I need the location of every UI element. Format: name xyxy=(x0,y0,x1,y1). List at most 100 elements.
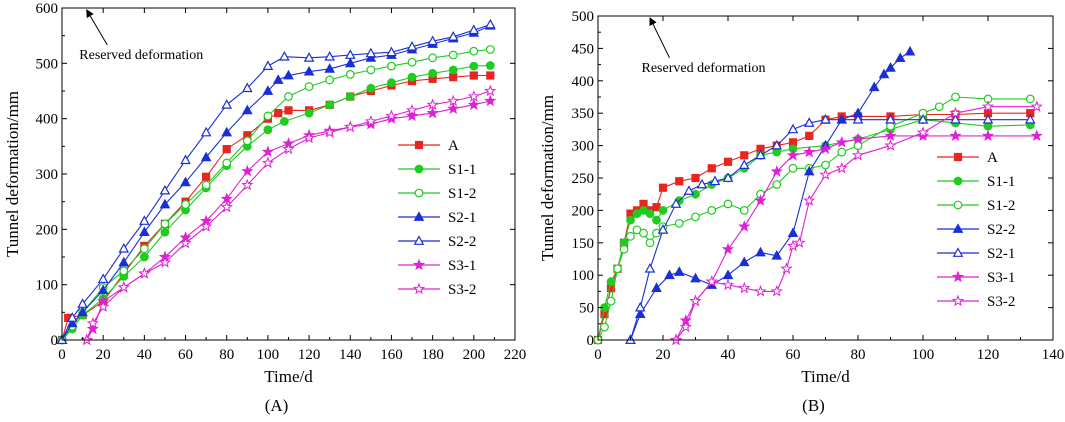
data-point xyxy=(689,294,702,307)
data-point xyxy=(949,106,962,119)
data-point xyxy=(626,215,635,225)
data-point xyxy=(242,104,253,115)
y-tick-label: 400 xyxy=(36,112,59,128)
data-point xyxy=(894,52,906,63)
legend: A S1-1 S1-2 S2-2 S2-1 S3-1 S3-2 xyxy=(937,150,1015,310)
data-point xyxy=(803,117,815,127)
data-point xyxy=(740,151,749,160)
x-tick-label: 0 xyxy=(594,347,602,363)
data-point xyxy=(324,63,335,73)
series-s2-2 xyxy=(625,45,916,344)
data-point xyxy=(180,154,191,165)
data-point xyxy=(160,219,170,229)
data-point xyxy=(200,126,212,137)
data-point xyxy=(283,69,294,80)
data-point xyxy=(673,266,685,276)
data-point xyxy=(600,322,609,332)
legend-label: S3-2 xyxy=(987,294,1015,310)
legend-marker xyxy=(412,258,426,271)
series-line xyxy=(675,135,1037,341)
data-point xyxy=(484,18,496,29)
data-point xyxy=(468,24,480,35)
data-point xyxy=(755,246,766,257)
data-point xyxy=(626,231,635,241)
data-point xyxy=(427,35,438,46)
legend-marker xyxy=(953,176,963,186)
data-point xyxy=(119,266,129,276)
data-point xyxy=(344,120,357,133)
data-point xyxy=(66,312,78,322)
data-point xyxy=(606,277,616,287)
y-tick-label: 300 xyxy=(572,139,595,155)
data-point xyxy=(738,220,751,232)
y-tick-label: 450 xyxy=(572,41,595,57)
data-point xyxy=(428,68,438,78)
x-tick-label: 60 xyxy=(178,347,193,363)
legend-item-s3-1: S3-1 xyxy=(937,270,1015,286)
data-point xyxy=(658,183,668,192)
data-point xyxy=(835,161,848,174)
data-point xyxy=(118,242,130,253)
series-s1-2 xyxy=(593,92,1035,345)
x-tick-label: 60 xyxy=(786,347,801,363)
data-point xyxy=(407,72,417,82)
data-point xyxy=(263,125,273,135)
data-point xyxy=(405,103,419,116)
data-point xyxy=(664,269,675,280)
data-point xyxy=(407,57,417,67)
data-point xyxy=(324,50,335,61)
data-point xyxy=(426,98,439,111)
data-point xyxy=(981,129,995,142)
data-point xyxy=(387,78,396,88)
x-tick-label: 20 xyxy=(96,347,111,363)
data-point xyxy=(691,173,700,183)
data-point xyxy=(683,185,695,195)
data-point xyxy=(159,198,171,209)
data-point xyxy=(835,135,848,148)
legend-marker xyxy=(413,211,425,221)
data-point xyxy=(200,151,212,162)
data-point xyxy=(77,306,88,317)
series-line xyxy=(86,100,491,341)
data-point xyxy=(222,158,232,168)
data-point xyxy=(303,52,315,62)
data-point xyxy=(679,320,692,333)
legend-item-s3-2: S3-2 xyxy=(937,294,1015,310)
legend-marker xyxy=(953,200,963,210)
data-point xyxy=(657,224,669,234)
series-line xyxy=(61,48,491,341)
data-point xyxy=(644,262,656,273)
data-point xyxy=(158,256,172,268)
x-tick-label: 120 xyxy=(298,347,321,363)
chart-panel-b: Reserved deformation 0 20 40 60 80 100 120 140 0 5… xyxy=(538,9,1064,415)
x-tick-label: 100 xyxy=(912,347,935,363)
data-point xyxy=(821,160,830,170)
data-point xyxy=(934,102,944,112)
data-point xyxy=(917,113,929,124)
x-tick-label: 120 xyxy=(977,347,1000,363)
data-point xyxy=(304,82,314,91)
data-point xyxy=(366,83,376,93)
data-point xyxy=(690,272,701,283)
data-point xyxy=(904,45,916,56)
y-tick-label: 400 xyxy=(572,74,595,90)
legend: A S1-1 S1-2 S2-1 S2-2 S3-1 S3-2 xyxy=(398,138,476,298)
data-point xyxy=(951,92,960,102)
x-tick-label: 80 xyxy=(851,347,866,363)
data-point xyxy=(484,94,497,107)
legend-label: S1-2 xyxy=(448,186,476,202)
y-tick-label: 0 xyxy=(587,333,595,349)
data-point xyxy=(484,84,497,97)
data-point xyxy=(788,163,798,173)
data-point xyxy=(771,139,783,150)
data-point xyxy=(387,61,396,71)
data-point xyxy=(1030,100,1043,113)
data-point xyxy=(606,296,616,306)
x-tick-label: 0 xyxy=(58,347,66,363)
y-tick-label: 300 xyxy=(36,167,59,183)
data-point xyxy=(722,172,734,182)
data-point xyxy=(241,178,254,191)
data-point xyxy=(485,45,495,54)
legend-label: A xyxy=(448,138,459,154)
